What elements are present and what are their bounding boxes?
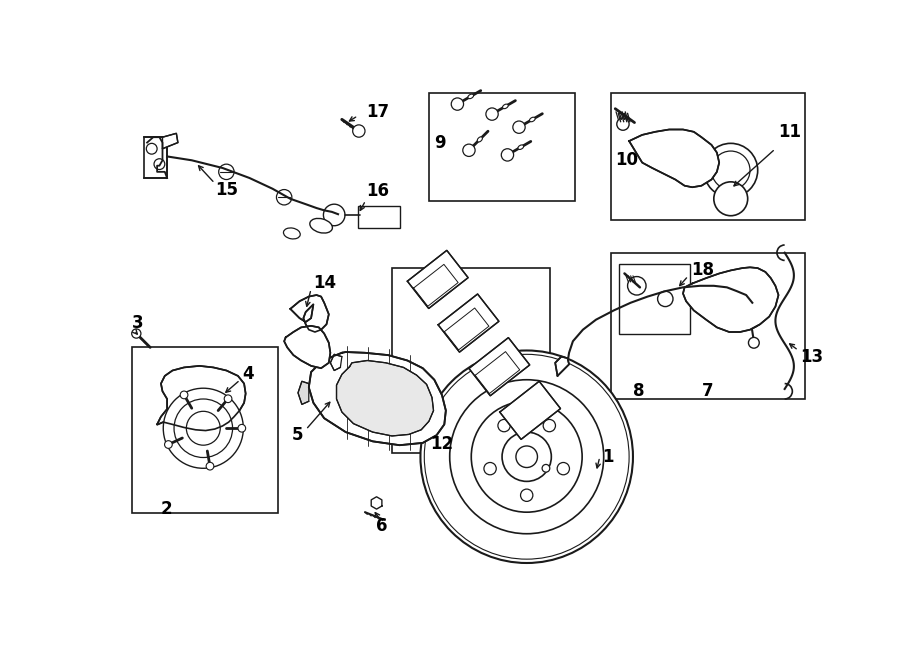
Circle shape [542, 465, 550, 472]
Polygon shape [500, 381, 561, 440]
Polygon shape [408, 250, 468, 308]
Circle shape [658, 291, 673, 307]
Circle shape [704, 144, 758, 197]
Circle shape [238, 424, 246, 432]
Circle shape [450, 380, 604, 534]
Circle shape [749, 338, 760, 348]
Circle shape [165, 441, 172, 448]
Circle shape [224, 395, 232, 402]
Text: 5: 5 [292, 426, 303, 444]
Polygon shape [291, 295, 328, 332]
Circle shape [501, 149, 514, 161]
Polygon shape [629, 130, 719, 187]
Circle shape [737, 299, 752, 314]
Circle shape [147, 144, 158, 154]
Bar [429, 93, 575, 201]
Circle shape [424, 354, 629, 559]
Text: 6: 6 [376, 517, 388, 535]
Polygon shape [555, 357, 569, 376]
Circle shape [472, 401, 582, 512]
Circle shape [502, 432, 552, 481]
Circle shape [484, 463, 496, 475]
Circle shape [323, 204, 345, 226]
Polygon shape [158, 366, 246, 430]
Text: 7: 7 [702, 382, 714, 401]
Circle shape [616, 118, 629, 130]
Text: 17: 17 [365, 103, 389, 120]
Text: 8: 8 [633, 382, 644, 401]
Circle shape [180, 391, 188, 399]
Circle shape [463, 144, 475, 156]
Ellipse shape [529, 117, 535, 122]
Bar [392, 268, 550, 453]
Text: 4: 4 [242, 365, 254, 383]
Ellipse shape [502, 104, 508, 109]
Text: 11: 11 [778, 122, 802, 141]
Polygon shape [469, 338, 530, 396]
Circle shape [174, 399, 232, 457]
Polygon shape [144, 137, 167, 178]
Circle shape [714, 182, 748, 216]
Circle shape [557, 463, 570, 475]
Circle shape [420, 350, 633, 563]
Polygon shape [683, 267, 778, 332]
Ellipse shape [468, 94, 473, 99]
Polygon shape [438, 294, 499, 352]
Text: 12: 12 [430, 436, 454, 453]
Ellipse shape [518, 145, 524, 150]
Circle shape [219, 164, 234, 179]
Text: 13: 13 [800, 348, 824, 365]
Circle shape [520, 489, 533, 501]
Circle shape [498, 420, 510, 432]
Polygon shape [309, 352, 446, 445]
Text: 15: 15 [215, 181, 238, 199]
Circle shape [516, 446, 537, 467]
Polygon shape [330, 354, 342, 371]
Circle shape [451, 98, 464, 111]
Text: 1: 1 [602, 448, 614, 466]
Text: 14: 14 [313, 275, 337, 293]
Circle shape [742, 301, 758, 316]
Bar [619, 264, 690, 334]
Circle shape [206, 462, 214, 470]
Bar [611, 253, 806, 399]
Polygon shape [298, 381, 309, 404]
Polygon shape [284, 326, 330, 368]
Circle shape [544, 420, 555, 432]
Text: 9: 9 [435, 134, 446, 152]
Text: 2: 2 [161, 500, 173, 518]
Circle shape [729, 291, 760, 322]
Text: 10: 10 [616, 152, 638, 169]
Circle shape [131, 329, 141, 338]
Circle shape [722, 283, 768, 330]
Text: 3: 3 [131, 314, 143, 332]
Circle shape [627, 277, 646, 295]
Polygon shape [337, 361, 434, 436]
Text: 18: 18 [690, 261, 714, 279]
Circle shape [163, 388, 243, 468]
Text: 16: 16 [365, 182, 389, 200]
Ellipse shape [284, 228, 301, 239]
Circle shape [276, 189, 292, 205]
Polygon shape [163, 133, 178, 149]
Circle shape [154, 159, 165, 169]
Circle shape [486, 108, 499, 120]
Circle shape [712, 151, 750, 189]
Circle shape [513, 121, 526, 133]
Bar [611, 93, 806, 220]
Bar [131, 348, 278, 513]
Bar [358, 207, 401, 228]
Ellipse shape [310, 218, 332, 233]
Circle shape [353, 125, 365, 137]
Circle shape [186, 411, 220, 445]
Ellipse shape [477, 137, 482, 142]
